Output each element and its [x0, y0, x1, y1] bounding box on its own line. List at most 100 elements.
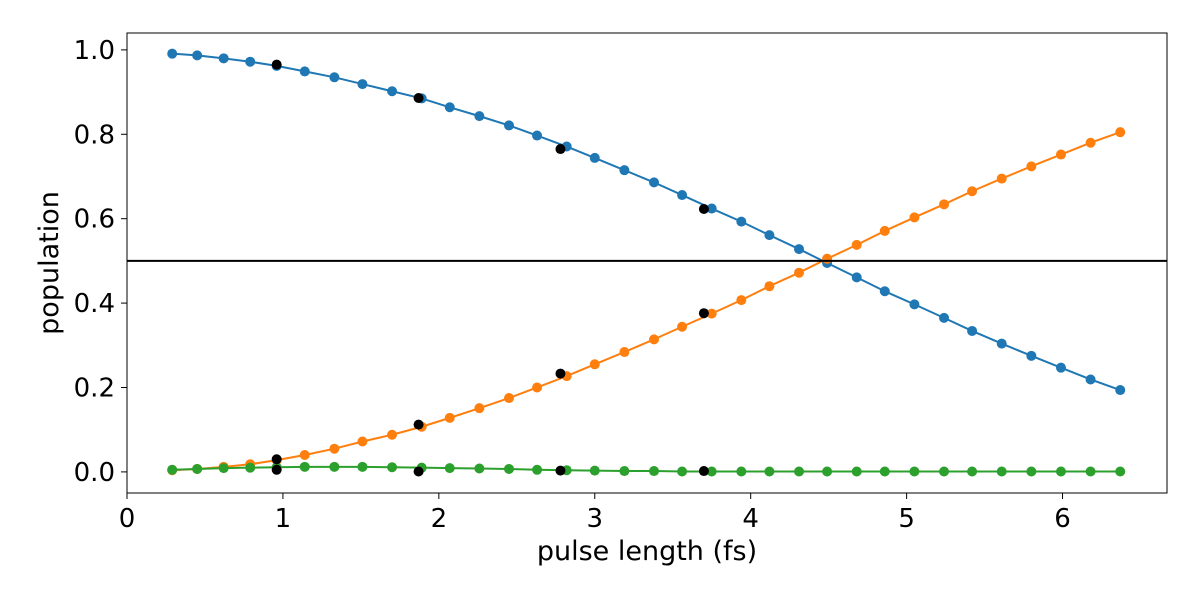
- series-3-point: [649, 466, 660, 477]
- series-2-point: [851, 239, 862, 250]
- series-2-point: [299, 450, 310, 461]
- series-3-point: [764, 466, 775, 477]
- series-3-point: [619, 466, 630, 477]
- series-1-point: [387, 86, 398, 97]
- series-2-point: [909, 212, 920, 223]
- series-2-point: [329, 443, 340, 454]
- series-3-point: [192, 463, 203, 474]
- series-1-point: [879, 286, 890, 297]
- series-3-point: [909, 466, 920, 477]
- series-1-point: [218, 53, 229, 64]
- series-3-point: [474, 463, 485, 474]
- series-1-point: [299, 66, 310, 77]
- series-2-point: [649, 334, 660, 345]
- y-tick-label: 0.6: [74, 205, 115, 235]
- series-3-point: [1055, 466, 1066, 477]
- reference-point: [698, 466, 709, 477]
- reference-point: [413, 466, 424, 477]
- series-1-point: [245, 56, 256, 67]
- series-3-point: [532, 464, 543, 475]
- series-1-point: [532, 130, 543, 141]
- x-tick-label: 5: [898, 504, 915, 534]
- series-3-point: [589, 465, 600, 476]
- x-axis-label: pulse length (fs): [537, 536, 757, 567]
- x-tick-label: 1: [275, 504, 292, 534]
- x-tick-label: 0: [119, 504, 136, 534]
- series-1-point: [764, 230, 775, 241]
- plot-frame: [126, 32, 1168, 494]
- reference-point: [698, 308, 709, 319]
- x-tick-label: 4: [742, 504, 759, 534]
- series-1-point: [851, 272, 862, 283]
- series-1: [167, 48, 1126, 396]
- series-1-point: [192, 50, 203, 61]
- reference-point: [271, 464, 282, 475]
- series-1-point: [909, 299, 920, 310]
- series-1-point: [794, 244, 805, 255]
- series-2-point: [589, 359, 600, 370]
- series-2-point: [764, 281, 775, 292]
- series-3: [167, 461, 1126, 477]
- x-tick-label: 6: [1054, 504, 1071, 534]
- series-3-point: [245, 462, 256, 473]
- series-2-point: [1026, 161, 1037, 172]
- series-2-point: [474, 403, 485, 414]
- series-1-line: [172, 52, 1121, 391]
- series-1-point: [474, 111, 485, 122]
- series-2-line: [172, 131, 1121, 472]
- series-1-point: [939, 312, 950, 323]
- series-2-point: [879, 225, 890, 236]
- series-3-line: [172, 465, 1121, 473]
- series-3-point: [387, 462, 398, 473]
- series-1-point: [357, 79, 368, 90]
- series-2-point: [706, 308, 717, 319]
- series-2-point: [939, 199, 950, 210]
- series-1-point: [619, 165, 630, 176]
- series-2-point: [1085, 137, 1096, 148]
- reference-point: [271, 454, 282, 465]
- series-3-point: [706, 466, 717, 477]
- series-3-point: [996, 466, 1007, 477]
- x-axis: 0 1 2 3 4 5 6: [119, 493, 1071, 534]
- y-axis-label: population: [34, 191, 65, 335]
- series-3-point: [677, 466, 688, 477]
- reference-point: [555, 465, 566, 476]
- series-1-point: [167, 48, 178, 59]
- series-2-point: [736, 295, 747, 306]
- reference-point: [413, 92, 424, 103]
- series-3-point: [736, 466, 747, 477]
- series-2-point: [822, 253, 833, 264]
- reference-point: [413, 419, 424, 430]
- series-3-point: [357, 461, 368, 472]
- series-2-point: [357, 436, 368, 447]
- series-1-point: [706, 203, 717, 214]
- series-3-point: [444, 463, 455, 474]
- series-3-point: [1115, 466, 1126, 477]
- reference-points-layer: [271, 59, 709, 477]
- series-3-point: [1026, 466, 1037, 477]
- reference-point: [555, 368, 566, 379]
- series-2-point: [387, 429, 398, 440]
- series-3-point: [504, 463, 515, 474]
- reference-point: [698, 203, 709, 214]
- series-3-point: [299, 461, 310, 472]
- series-2-point: [996, 173, 1007, 184]
- series-1-point: [1055, 362, 1066, 373]
- series-3-point: [939, 466, 950, 477]
- y-tick-label: 0.8: [74, 120, 115, 150]
- series-1-point: [329, 72, 340, 83]
- series-1-point: [649, 177, 660, 188]
- series-layer: [167, 48, 1126, 477]
- series-2-point: [619, 347, 630, 358]
- series-2-point: [444, 412, 455, 423]
- series-1-point: [967, 325, 978, 336]
- series-1-point: [736, 216, 747, 227]
- series-2-point: [1055, 149, 1066, 160]
- series-3-point: [851, 466, 862, 477]
- series-3-point: [879, 466, 890, 477]
- y-tick-label: 0.2: [74, 373, 115, 403]
- series-2-point: [967, 186, 978, 197]
- series-1-point: [996, 338, 1007, 349]
- series-1-point: [1026, 350, 1037, 361]
